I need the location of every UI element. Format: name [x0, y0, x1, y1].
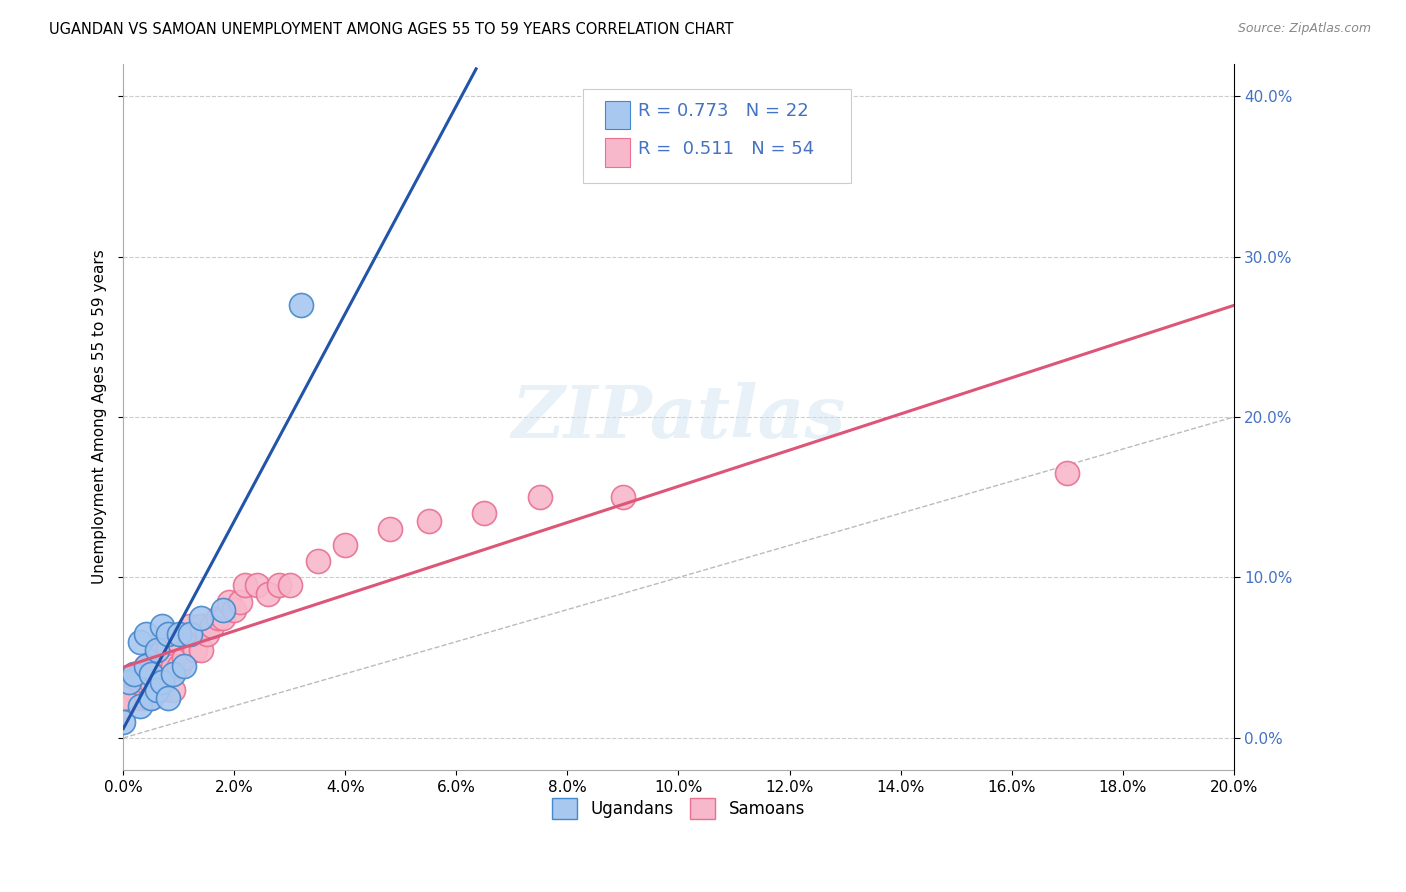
Point — [212, 610, 235, 624]
Point — [156, 690, 179, 705]
Point — [112, 698, 135, 713]
Point — [229, 594, 252, 608]
Point — [150, 682, 173, 697]
Point — [184, 642, 207, 657]
Point — [212, 602, 235, 616]
Point — [173, 626, 195, 640]
Point — [150, 618, 173, 632]
Point — [150, 634, 173, 648]
Point — [139, 658, 162, 673]
Point — [418, 514, 440, 528]
Point — [145, 642, 167, 657]
Point — [112, 714, 135, 729]
Point — [118, 690, 141, 705]
Point — [612, 490, 634, 504]
Point — [224, 602, 246, 616]
Point — [134, 626, 156, 640]
Point — [184, 626, 207, 640]
Point — [267, 578, 290, 592]
Text: Source: ZipAtlas.com: Source: ZipAtlas.com — [1237, 22, 1371, 36]
Point — [139, 690, 162, 705]
Y-axis label: Unemployment Among Ages 55 to 59 years: Unemployment Among Ages 55 to 59 years — [93, 250, 107, 584]
Point — [529, 490, 551, 504]
Point — [167, 626, 190, 640]
Text: R = 0.773   N = 22: R = 0.773 N = 22 — [638, 103, 808, 120]
Point — [150, 658, 173, 673]
Point — [235, 578, 257, 592]
Point — [179, 618, 201, 632]
Point — [256, 586, 278, 600]
Point — [472, 506, 495, 520]
Text: UGANDAN VS SAMOAN UNEMPLOYMENT AMONG AGES 55 TO 59 YEARS CORRELATION CHART: UGANDAN VS SAMOAN UNEMPLOYMENT AMONG AGE… — [49, 22, 734, 37]
Point — [195, 626, 218, 640]
Point — [156, 626, 179, 640]
Point — [134, 658, 156, 673]
Point — [145, 642, 167, 657]
Point — [129, 690, 152, 705]
Point — [139, 674, 162, 689]
Point — [335, 538, 357, 552]
Point — [167, 658, 190, 673]
Point — [278, 578, 301, 592]
Point — [129, 674, 152, 689]
Point — [145, 682, 167, 697]
Point — [162, 658, 184, 673]
Point — [139, 690, 162, 705]
Point — [124, 666, 146, 681]
Point — [218, 594, 240, 608]
Point — [150, 674, 173, 689]
Text: R =  0.511   N = 54: R = 0.511 N = 54 — [638, 140, 814, 158]
Point — [190, 642, 212, 657]
Point — [179, 634, 201, 648]
Point — [162, 666, 184, 681]
Point — [190, 618, 212, 632]
Point — [139, 666, 162, 681]
Point — [207, 610, 229, 624]
Point — [124, 682, 146, 697]
Point — [167, 634, 190, 648]
Point — [124, 666, 146, 681]
Point — [307, 554, 329, 568]
Point — [190, 610, 212, 624]
Point — [134, 690, 156, 705]
Point — [162, 682, 184, 697]
Point — [173, 658, 195, 673]
Point — [156, 666, 179, 681]
Point — [156, 642, 179, 657]
Point — [173, 650, 195, 665]
Legend: Ugandans, Samoans: Ugandans, Samoans — [546, 791, 811, 825]
Point — [134, 674, 156, 689]
Point — [118, 682, 141, 697]
Point — [129, 634, 152, 648]
Point — [134, 658, 156, 673]
Point — [290, 298, 312, 312]
Point — [145, 666, 167, 681]
Point — [129, 698, 152, 713]
Text: ZIPatlas: ZIPatlas — [512, 382, 845, 452]
Point — [129, 666, 152, 681]
Point — [378, 522, 401, 536]
Point — [201, 618, 224, 632]
Point — [118, 674, 141, 689]
Point — [179, 626, 201, 640]
Point — [112, 690, 135, 705]
Point — [1056, 466, 1078, 480]
Point — [245, 578, 267, 592]
